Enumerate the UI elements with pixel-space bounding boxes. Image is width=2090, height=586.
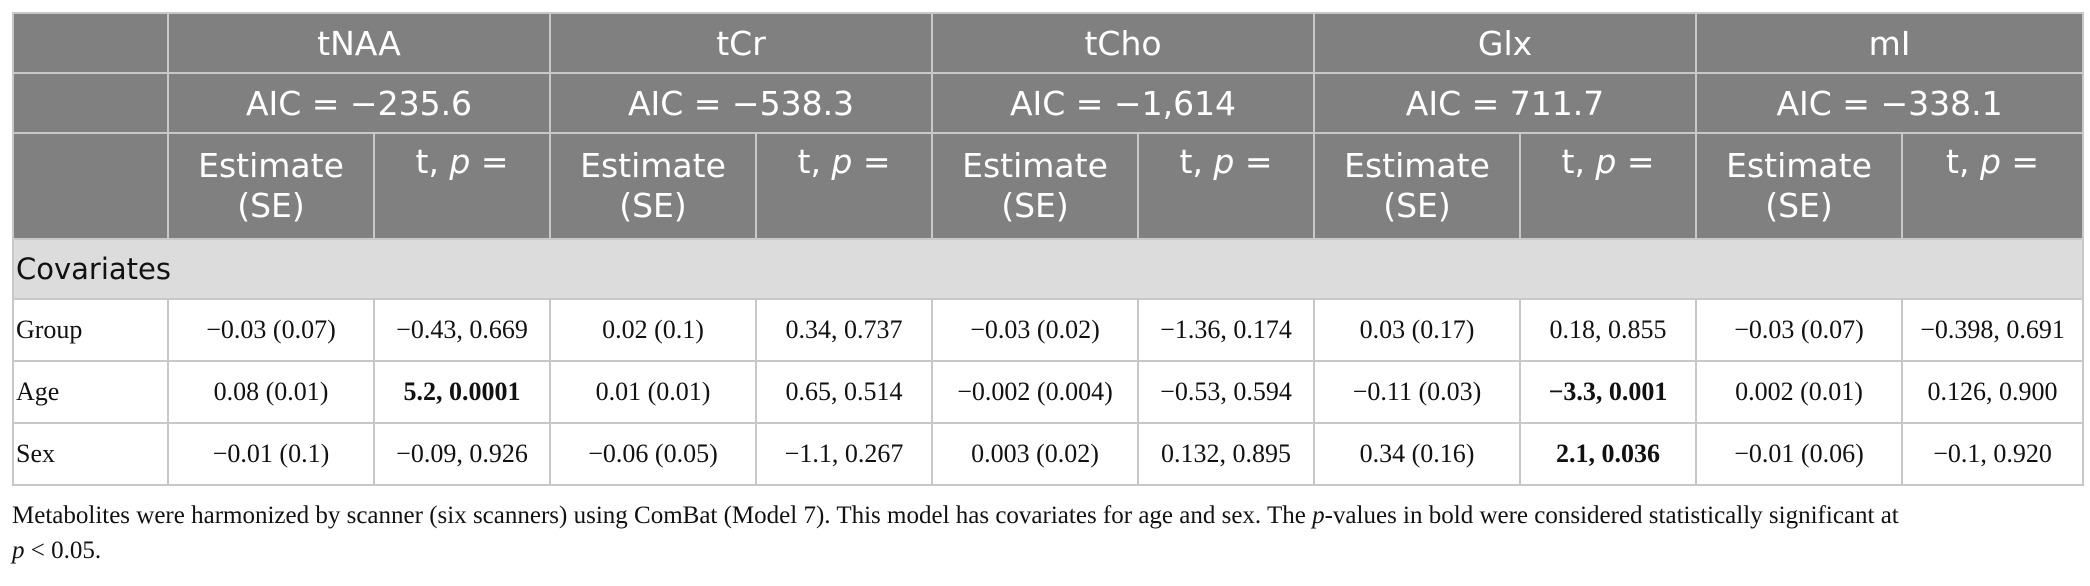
estimate-cell: 0.34 (0.16) <box>1313 422 1522 486</box>
aic-header: AIC = −1,614 <box>931 72 1316 134</box>
table-row-age: Age 0.08 (0.01) 5.2, 0.0001 0.01 (0.01) 0.65… <box>12 360 2085 424</box>
metabolite-header: tCr <box>549 12 934 74</box>
t-p-cell: −3.3, 0.001 <box>1519 360 1698 424</box>
estimate-cell: −0.03 (0.07) <box>167 298 375 362</box>
se-label: (SE) <box>237 186 305 225</box>
equals-label: = <box>1616 142 1655 181</box>
table-row-sex: Sex −0.01 (0.1) −0.09, 0.926 −0.06 (0.05) −1… <box>12 422 2085 486</box>
t-p-cell: −0.1, 0.920 <box>1901 422 2085 486</box>
equals-label: = <box>1234 142 1273 181</box>
aic-header: AIC = −538.3 <box>549 72 934 134</box>
table-footnote: Metabolites were harmonized by scanner (… <box>12 498 2078 568</box>
t-p-cell: 2.1, 0.036 <box>1519 422 1698 486</box>
table-row-group: Group −0.03 (0.07) −0.43, 0.669 0.02 (0.1) 0… <box>12 298 2085 362</box>
row-label: Sex <box>12 422 169 486</box>
aic-header: AIC = −235.6 <box>166 72 552 134</box>
p-label: p <box>1595 142 1617 181</box>
header-row-metabolites: tNAA tCr tCho Glx mI <box>12 12 2085 74</box>
header-empty-cell <box>12 12 169 74</box>
t-p-cell: −0.43, 0.669 <box>372 298 552 362</box>
estimate-label: Estimate <box>580 146 726 185</box>
t-label: t, <box>1179 142 1214 181</box>
metabolite-header: mI <box>1695 12 2085 74</box>
section-label: Covariates <box>11 238 2085 300</box>
row-label: Group <box>12 298 169 362</box>
estimate-cell: −0.03 (0.02) <box>931 298 1140 362</box>
estimate-cell: −0.01 (0.06) <box>1695 422 1904 486</box>
estimate-label: Estimate <box>1726 146 1872 185</box>
results-table: tNAA tCr tCho Glx mI AIC = −235.6 AIC = … <box>11 12 2085 486</box>
t-label: t, <box>1946 142 1980 181</box>
se-label: (SE) <box>1383 186 1451 225</box>
p-label: p <box>831 142 853 181</box>
aic-header: AIC = −338.1 <box>1695 72 2085 134</box>
footnote-p-symbol: p <box>12 537 25 564</box>
estimate-cell: −0.03 (0.07) <box>1695 298 1904 362</box>
footnote-text: Metabolites were harmonized by scanner (… <box>12 502 1313 529</box>
t-p-cell: −0.53, 0.594 <box>1137 360 1316 424</box>
se-label: (SE) <box>1001 186 1069 225</box>
estimate-se-header: Estimate (SE) <box>549 132 758 240</box>
estimate-label: Estimate <box>962 146 1108 185</box>
t-p-cell: −0.398, 0.691 <box>1901 298 2085 362</box>
t-p-cell: −0.09, 0.926 <box>372 422 552 486</box>
t-p-header: t, p = <box>1137 132 1316 240</box>
estimate-label: Estimate <box>198 146 344 185</box>
estimate-cell: 0.002 (0.01) <box>1695 360 1904 424</box>
estimate-se-header: Estimate (SE) <box>1695 132 1904 240</box>
t-p-cell: 0.126, 0.900 <box>1901 360 2085 424</box>
estimate-cell: 0.08 (0.01) <box>167 360 375 424</box>
metabolite-header: tNAA <box>166 12 552 74</box>
t-label: t, <box>415 142 450 181</box>
estimate-label: Estimate <box>1344 146 1490 185</box>
table-body: Covariates Group −0.03 (0.07) −0.43, 0.669… <box>11 238 2085 486</box>
t-label: t, <box>1561 142 1596 181</box>
estimate-se-header: Estimate (SE) <box>931 132 1140 240</box>
estimate-cell: −0.11 (0.03) <box>1313 360 1522 424</box>
t-p-header: t, p = <box>755 132 934 240</box>
se-label: (SE) <box>619 186 687 225</box>
header-empty-cell <box>12 132 169 240</box>
t-p-cell: 0.65, 0.514 <box>755 360 934 424</box>
estimate-se-header: Estimate (SE) <box>1313 132 1522 240</box>
p-label: p <box>449 142 471 181</box>
estimate-cell: −0.002 (0.004) <box>931 360 1140 424</box>
row-label: Age <box>12 360 169 424</box>
estimate-cell: 0.003 (0.02) <box>931 422 1140 486</box>
t-p-header: t, p = <box>1519 132 1698 240</box>
t-label: t, <box>797 142 832 181</box>
t-p-cell: 0.34, 0.737 <box>755 298 934 362</box>
t-p-header: t, p = <box>1901 132 2085 240</box>
aic-header: AIC = 711.7 <box>1313 72 1698 134</box>
t-p-header: t, p = <box>372 132 552 240</box>
estimate-se-header: Estimate (SE) <box>167 132 375 240</box>
t-p-cell: 0.132, 0.895 <box>1137 422 1316 486</box>
p-label: p <box>1979 142 2001 181</box>
estimate-cell: 0.03 (0.17) <box>1313 298 1522 362</box>
header-row-columns: Estimate (SE) t, p = Estimate (SE) t, p = Esti… <box>12 132 2085 240</box>
estimate-cell: 0.02 (0.1) <box>549 298 758 362</box>
table-container: tNAA tCr tCho Glx mI AIC = −235.6 AIC = … <box>11 12 2085 568</box>
footnote-p-symbol: p <box>1312 502 1325 529</box>
t-p-cell: −1.1, 0.267 <box>755 422 934 486</box>
header-row-aic: AIC = −235.6 AIC = −538.3 AIC = −1,614 A… <box>12 72 2085 134</box>
estimate-cell: −0.01 (0.1) <box>167 422 375 486</box>
footnote-text: -values in bold were considered statisti… <box>1324 502 1899 529</box>
section-row: Covariates <box>11 238 2085 300</box>
se-label: (SE) <box>1765 186 1833 225</box>
header-empty-cell <box>12 72 169 134</box>
equals-label: = <box>852 142 891 181</box>
table-header: tNAA tCr tCho Glx mI AIC = −235.6 AIC = … <box>12 12 2085 240</box>
t-p-cell: 5.2, 0.0001 <box>372 360 552 424</box>
equals-label: = <box>2000 142 2040 181</box>
estimate-cell: −0.06 (0.05) <box>549 422 758 486</box>
p-label: p <box>1213 142 1235 181</box>
equals-label: = <box>470 142 509 181</box>
estimate-cell: 0.01 (0.01) <box>549 360 758 424</box>
metabolite-header: Glx <box>1313 12 1698 74</box>
t-p-cell: 0.18, 0.855 <box>1519 298 1698 362</box>
t-p-cell: −1.36, 0.174 <box>1137 298 1316 362</box>
metabolite-header: tCho <box>931 12 1316 74</box>
footnote-text: < 0.05. <box>24 537 102 564</box>
